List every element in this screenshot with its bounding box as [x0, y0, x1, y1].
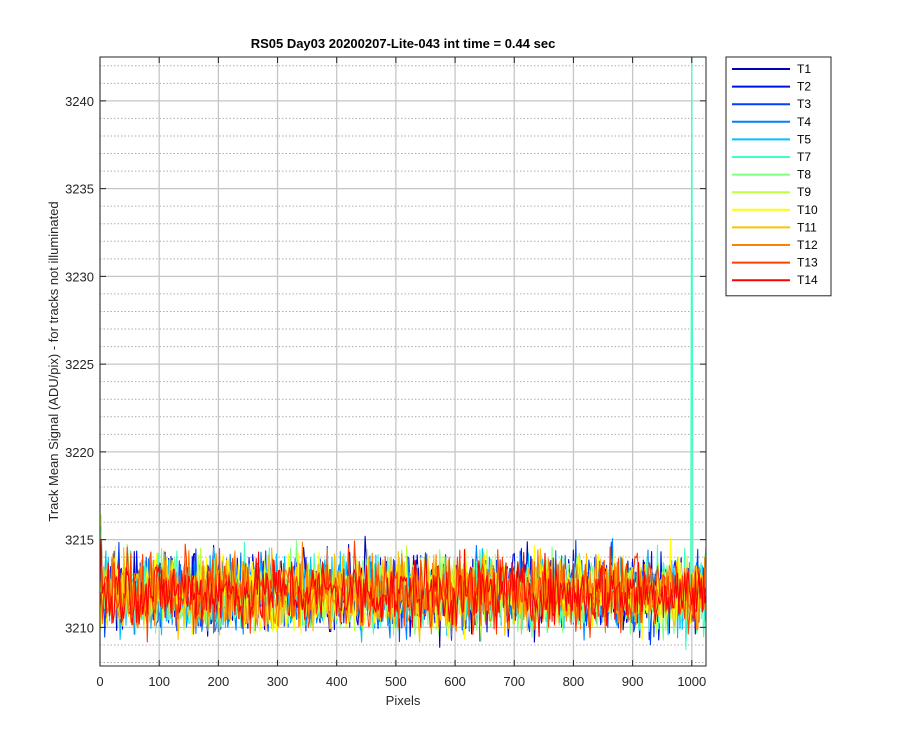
legend-box: [725, 56, 832, 297]
legend-label-t13: T13: [797, 256, 818, 270]
legend-label-t9: T9: [797, 185, 811, 199]
x-tick-label: 800: [563, 674, 585, 689]
x-axis-label: Pixels: [386, 693, 421, 708]
y-tick-label: 3215: [65, 533, 94, 548]
x-tick-label: 600: [444, 674, 466, 689]
x-tick-label: 0: [96, 674, 103, 689]
x-tick-label: 100: [148, 674, 170, 689]
y-tick-label: 3225: [65, 357, 94, 372]
legend: T1 T2 T3 T4 T5 T7 T8 T9 T10 T11 T12 T13 T14: [725, 56, 832, 297]
y-tick-label: 3220: [65, 445, 94, 460]
x-tick-label: 700: [503, 674, 525, 689]
y-tick-label: 3235: [65, 182, 94, 197]
x-tick-label: 900: [622, 674, 644, 689]
plot-frame: [99, 56, 707, 667]
y-tick-label: 3240: [65, 94, 94, 109]
legend-label-t7: T7: [797, 150, 811, 164]
series-line-t7: [100, 57, 706, 651]
data-series-layer: [100, 57, 706, 651]
legend-label-t8: T8: [797, 168, 811, 182]
x-tick-label: 500: [385, 674, 407, 689]
x-tick-label: 300: [267, 674, 289, 689]
y-tick-label: 3230: [65, 269, 94, 284]
legend-label-t14: T14: [797, 273, 818, 287]
legend-label-t2: T2: [797, 80, 811, 94]
legend-label-t4: T4: [797, 115, 811, 129]
legend-label-t11: T11: [797, 220, 817, 234]
y-axis-label: Track Mean Signal (ADU/pix) - for tracks…: [46, 201, 61, 521]
series-line-t14: [100, 540, 706, 638]
legend-label-t3: T3: [797, 97, 811, 111]
x-tick-label: 1000: [677, 674, 706, 689]
x-tick-label: 400: [326, 674, 348, 689]
legend-label-t5: T5: [797, 132, 811, 146]
legend-label-t1: T1: [797, 62, 811, 76]
chart-title: RS05 Day03 20200207-Lite-043 int time = …: [251, 36, 556, 51]
x-tick-label: 200: [208, 674, 230, 689]
legend-label-t12: T12: [797, 238, 818, 252]
y-tick-label: 3210: [65, 620, 94, 635]
legend-label-t10: T10: [797, 203, 818, 217]
